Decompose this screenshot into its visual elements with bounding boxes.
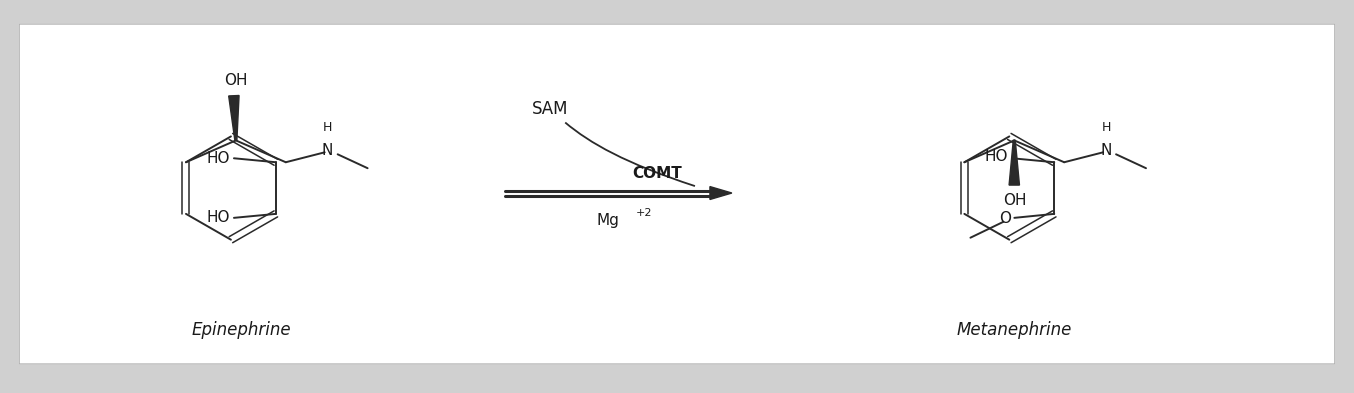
Text: Metanephrine: Metanephrine	[957, 321, 1072, 339]
Text: SAM: SAM	[532, 100, 569, 118]
Polygon shape	[1009, 140, 1020, 185]
Text: O: O	[999, 211, 1011, 226]
Polygon shape	[709, 187, 733, 200]
Text: H: H	[1101, 121, 1110, 134]
Text: HO: HO	[984, 149, 1009, 164]
Text: +2: +2	[635, 208, 653, 218]
Text: COMT: COMT	[632, 166, 682, 181]
Text: HO: HO	[206, 210, 230, 225]
Text: N: N	[1101, 143, 1112, 158]
Text: OH: OH	[1003, 193, 1028, 208]
Text: Epinephrine: Epinephrine	[191, 321, 291, 339]
Text: Mg: Mg	[596, 213, 619, 228]
FancyBboxPatch shape	[19, 24, 1335, 364]
Text: H: H	[324, 121, 332, 134]
Text: N: N	[322, 143, 333, 158]
Text: OH: OH	[225, 73, 248, 88]
Text: HO: HO	[206, 151, 230, 166]
Polygon shape	[229, 95, 240, 140]
